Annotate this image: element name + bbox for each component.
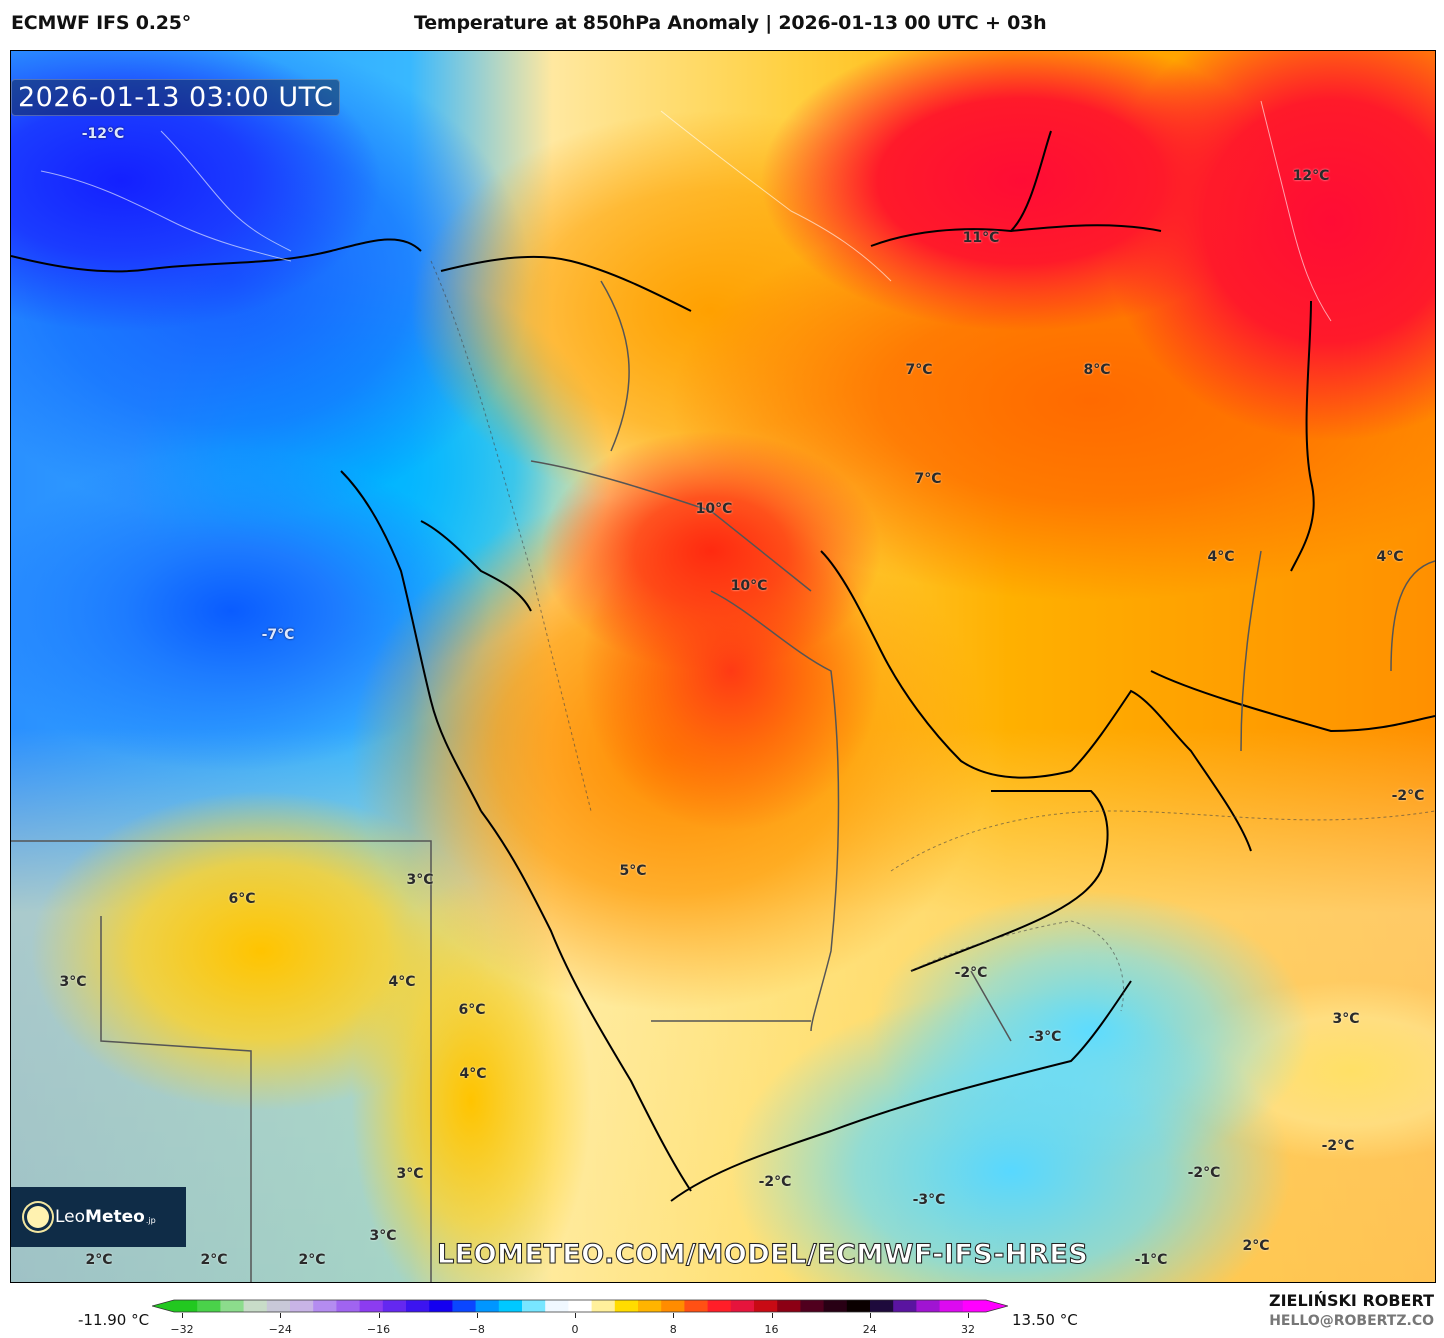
anomaly-label: 3°C bbox=[406, 872, 434, 888]
anomaly-label: -2°C bbox=[1321, 1138, 1355, 1154]
anomaly-label: 2°C bbox=[1242, 1238, 1270, 1254]
anomaly-label: 11°C bbox=[962, 230, 1000, 246]
anomaly-label: 6°C bbox=[228, 891, 256, 907]
logo-text-light: Leo bbox=[55, 1207, 86, 1227]
anomaly-label: -3°C bbox=[1028, 1029, 1062, 1045]
tick-label: 0 bbox=[571, 1323, 579, 1336]
tick-mark bbox=[673, 1313, 675, 1318]
anomaly-label: -12°C bbox=[81, 126, 125, 142]
sun-icon bbox=[27, 1206, 49, 1228]
color-scale-ticks: −32 −24 −16 −8 0 8 16 24 32 bbox=[152, 1313, 1008, 1337]
anomaly-label: 4°C bbox=[1376, 549, 1404, 565]
tick-label: −24 bbox=[268, 1323, 292, 1336]
anomaly-label: -1°C bbox=[1134, 1252, 1168, 1268]
anomaly-label: 10°C bbox=[695, 501, 733, 517]
anomaly-label: 3°C bbox=[369, 1228, 397, 1244]
anomaly-label: 3°C bbox=[396, 1166, 424, 1182]
source-watermark: LEOMETEO.COM/MODEL/ECMWF-IFS-HRES bbox=[436, 1239, 1089, 1271]
anomaly-label: 5°C bbox=[619, 863, 647, 879]
anomaly-label: -3°C bbox=[912, 1192, 946, 1208]
coastline-borders bbox=[11, 100, 1435, 1282]
logo-text-bold: Meteo bbox=[85, 1207, 145, 1227]
anomaly-label: 2°C bbox=[200, 1252, 228, 1268]
author-name: ZIELIŃSKI ROBERT bbox=[1268, 1291, 1434, 1310]
tick-label: −32 bbox=[170, 1323, 194, 1336]
tick-label: 32 bbox=[961, 1323, 975, 1336]
tick-mark bbox=[869, 1313, 871, 1318]
tick-mark bbox=[476, 1313, 478, 1318]
tick-mark bbox=[771, 1313, 773, 1318]
tick-label: −8 bbox=[468, 1323, 485, 1336]
tick-mark bbox=[280, 1313, 282, 1318]
tick-label: 16 bbox=[764, 1323, 779, 1336]
map-title: Temperature at 850hPa Anomaly | 2026-01-… bbox=[414, 12, 1047, 34]
anomaly-label: -2°C bbox=[1187, 1165, 1221, 1181]
anomaly-label: 10°C bbox=[730, 578, 768, 594]
logo-suffix: .jp bbox=[145, 1215, 156, 1225]
anomaly-label: 4°C bbox=[459, 1066, 487, 1082]
author-email[interactable]: HELLO@ROBERTZ.CO bbox=[1269, 1313, 1434, 1329]
anomaly-label: 6°C bbox=[458, 1002, 486, 1018]
anomaly-label: 2°C bbox=[85, 1252, 113, 1268]
temperature-anomaly-map: 2026-01-13 03:00 UTC -12°C 11°C 12°C 7°C 8°C… bbox=[10, 50, 1436, 1283]
anomaly-label: 2°C bbox=[298, 1252, 326, 1268]
anomaly-label: -2°C bbox=[1391, 788, 1425, 804]
anomaly-label: 7°C bbox=[905, 362, 933, 378]
tick-mark bbox=[182, 1313, 183, 1318]
anomaly-label: -2°C bbox=[758, 1174, 792, 1190]
anomaly-label: 3°C bbox=[1332, 1011, 1360, 1027]
anomaly-label: 12°C bbox=[1292, 168, 1330, 184]
anomaly-label: 7°C bbox=[914, 471, 942, 487]
color-scale-bar bbox=[152, 1299, 1008, 1313]
anomaly-label: -2°C bbox=[954, 965, 988, 981]
anomaly-label: 4°C bbox=[1207, 549, 1235, 565]
model-name: ECMWF IFS 0.25° bbox=[11, 12, 192, 34]
legend-max-value: 13.50 °C bbox=[1012, 1311, 1078, 1329]
tick-label: −16 bbox=[366, 1323, 391, 1336]
tick-label: 24 bbox=[862, 1323, 877, 1336]
legend-min-value: -11.90 °C bbox=[78, 1311, 150, 1329]
tick-label: 8 bbox=[669, 1323, 677, 1336]
anomaly-label: 3°C bbox=[59, 974, 87, 990]
tick-mark bbox=[378, 1313, 380, 1318]
anomaly-label: 8°C bbox=[1083, 362, 1111, 378]
tick-mark bbox=[968, 1313, 969, 1318]
anomaly-label: -7°C bbox=[261, 627, 295, 643]
leometeo-logo[interactable]: Leo Meteo .jp bbox=[11, 1187, 186, 1247]
anomaly-label: 4°C bbox=[388, 974, 416, 990]
tick-mark bbox=[575, 1313, 576, 1318]
valid-time-badge: 2026-01-13 03:00 UTC bbox=[11, 79, 341, 116]
